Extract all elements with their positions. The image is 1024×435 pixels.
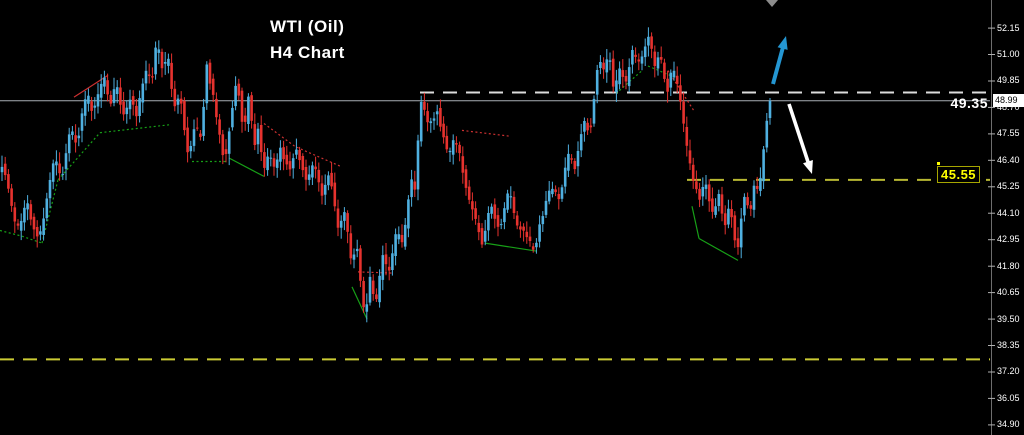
axis-tick-label: 52.15 [997,22,1020,33]
axis-tick-label: 41.80 [997,260,1020,271]
axis-tick-label: 39.50 [997,313,1020,324]
axis-tick-label: 37.20 [997,366,1020,377]
green-trend-segment [99,124,171,134]
axis-tick-label: 34.90 [997,419,1020,430]
axis-layer [988,0,995,435]
green-trend-segment [698,237,739,261]
red-trend-segment [461,129,511,137]
axis-tick-label: 46.40 [997,154,1020,165]
down-arrow[interactable] [787,103,811,165]
green-trend-segment [615,70,643,95]
top-marker-icon [766,0,778,7]
green-trend-segment [0,229,23,237]
resistance-price-label[interactable]: 49.35 [950,95,988,112]
label-anchor-dot [937,161,940,165]
axis-tick-label: 36.05 [997,392,1020,403]
green-trend-segment [484,242,538,252]
axis-tick-label: 40.65 [997,287,1020,298]
red-trend-segment [73,74,109,98]
chart-timeframe-title: H4 Chart [270,43,345,63]
chart-title-block: WTI (Oil) H4 Chart [270,14,345,67]
levels-layer [0,91,990,361]
axis-tick-label: 47.55 [997,128,1020,139]
axis-tick-label: 42.95 [997,234,1020,245]
support-price-text: 45.55 [937,165,981,183]
indicator-layer [0,65,739,320]
up-arrow-head[interactable] [777,36,788,50]
axis-tick-label: 44.10 [997,207,1020,218]
axis-tick-label: 45.25 [997,181,1020,192]
axis-tick-label: 49.85 [997,75,1020,86]
up-arrow[interactable] [771,46,786,85]
green-trend-segment [228,157,265,177]
axis-tick-label: 38.35 [997,340,1020,350]
current-price-box: 48.99 [993,94,1024,108]
annotations-layer [766,0,813,174]
chart-symbol-title: WTI (Oil) [270,17,345,36]
support-price-label[interactable]: 45.55 [937,161,981,184]
green-trend-segment [351,286,368,320]
candles-layer [0,27,772,323]
green-trend-segment [691,206,700,239]
axis-tick-label: 51.00 [997,49,1020,60]
green-trend-segment [21,235,43,244]
red-trend-segment [357,271,394,274]
green-trend-segment [57,132,101,181]
down-arrow-head[interactable] [803,160,813,174]
